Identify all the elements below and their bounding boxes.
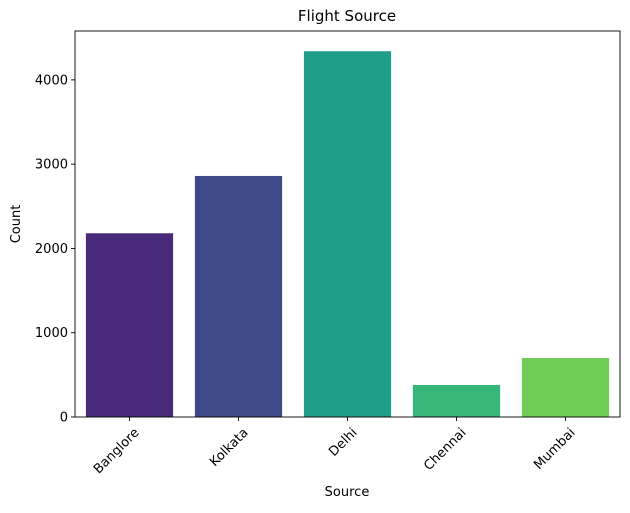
x-tick-label-banglore: Banglore (91, 425, 143, 477)
plot-area: 0 1000 2000 3000 4000 Banglore Kolkata Delhi Che… (35, 30, 621, 477)
bar-mumbai (521, 358, 610, 417)
x-tick-label-mumbai: Mumbai (531, 425, 578, 472)
x-axis-label: Source (325, 485, 370, 500)
y-tick-label: 1000 (35, 326, 68, 341)
y-tick-label: 0 (60, 411, 68, 426)
bar-delhi (303, 51, 392, 417)
y-tick-label: 2000 (35, 242, 68, 257)
y-axis-label: Count (9, 205, 24, 244)
x-tick-label-delhi: Delhi (326, 425, 360, 459)
bar-chennai (412, 384, 501, 417)
chart-title: Flight Source (298, 7, 396, 25)
y-tick-label: 4000 (35, 73, 68, 88)
y-tick-label: 3000 (35, 158, 68, 173)
x-tick-label-kolkata: Kolkata (207, 425, 251, 469)
bar-kolkata (194, 175, 283, 417)
x-tick-label-chennai: Chennai (421, 425, 469, 473)
bar-banglore (85, 233, 174, 417)
